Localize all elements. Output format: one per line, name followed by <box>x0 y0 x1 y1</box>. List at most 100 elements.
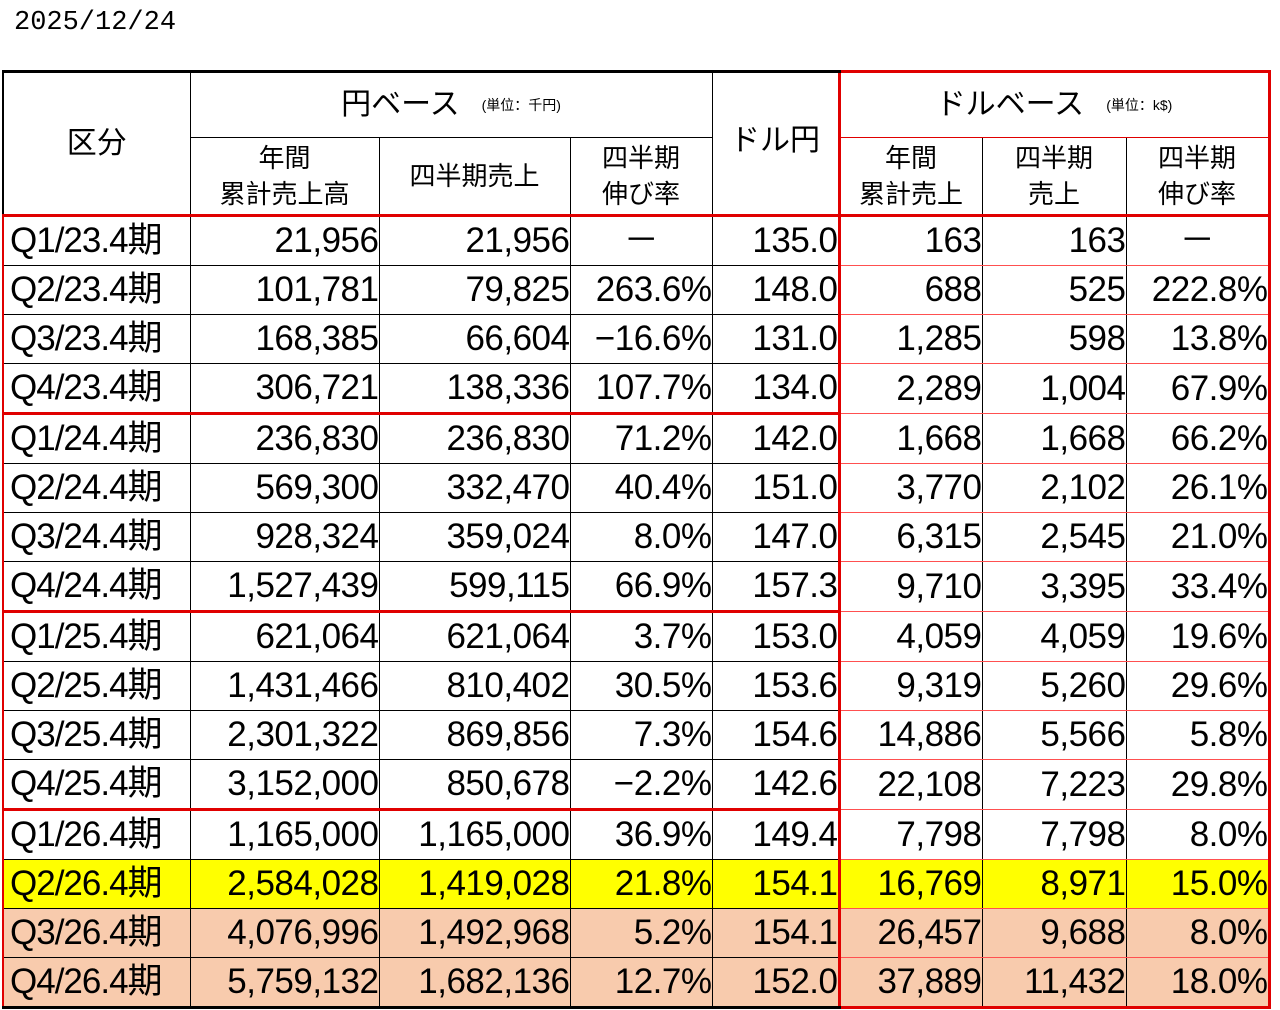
usd-jpy-rate: 142.6 <box>711 759 840 810</box>
yen-base-title: 円ベース <box>341 88 460 121</box>
yen-quarterly-growth: 40.4% <box>569 463 713 513</box>
period-label: Q2/26.4期 <box>2 859 191 909</box>
usd-cumulative-sales: 2,289 <box>837 363 983 414</box>
yen-quarterly-growth: － <box>569 215 713 266</box>
yen-cumulative-sales: 101,781 <box>189 265 380 315</box>
yen-cumulative-sales: 1,431,466 <box>189 661 380 711</box>
yen-quarterly-growth: 3.7% <box>569 610 713 662</box>
yen-quarterly-sales: 869,856 <box>378 710 571 760</box>
period-label: Q4/25.4期 <box>2 759 191 810</box>
table-row: Q3/23.4期 168,385 66,604 −16.6% 131.0 1,2… <box>2 314 1271 364</box>
period-label: Q4/24.4期 <box>2 561 191 612</box>
yen-cumulative-sales: 2,301,322 <box>189 710 380 760</box>
yen-quarterly-growth: 7.3% <box>569 710 713 760</box>
yen-quarterly-growth: 66.9% <box>569 561 713 612</box>
header-yen-quarterly: 四半期売上 <box>378 137 571 217</box>
usd-quarterly-sales: 2,102 <box>981 463 1127 513</box>
usd-cumulative-sales: 1,668 <box>837 413 983 464</box>
usd-jpy-rate: 154.6 <box>711 710 840 760</box>
usd-cumulative-sales: 1,285 <box>837 314 983 364</box>
yen-cumulative-sales: 5,759,132 <box>189 957 380 1009</box>
usd-jpy-rate: 157.3 <box>711 561 840 612</box>
usd-cumulative-sales: 16,769 <box>837 859 983 909</box>
yen-cumulative-sales: 3,152,000 <box>189 759 380 810</box>
usd-jpy-rate: 154.1 <box>711 908 840 958</box>
header-kubun: 区分 <box>2 70 191 217</box>
table-row: Q4/23.4期 306,721 138,336 107.7% 134.0 2,… <box>2 363 1271 414</box>
period-label: Q1/25.4期 <box>2 610 191 662</box>
usd-quarterly-growth: 19.6% <box>1125 611 1271 662</box>
yen-quarterly-growth: 12.7% <box>569 957 713 1009</box>
table-row: Q4/24.4期 1,527,439 599,115 66.9% 157.3 9… <box>2 561 1271 612</box>
period-label: Q2/23.4期 <box>2 265 191 315</box>
usd-cumulative-sales: 26,457 <box>837 908 983 958</box>
yen-cumulative-sales: 621,064 <box>189 610 380 662</box>
usd-quarterly-growth: 8.0% <box>1125 809 1271 860</box>
yen-quarterly-growth: 107.7% <box>569 363 713 414</box>
usd-quarterly-sales: 1,004 <box>981 363 1127 414</box>
usd-jpy-rate: 153.6 <box>711 661 840 711</box>
period-label: Q3/26.4期 <box>2 908 191 958</box>
usd-jpy-rate: 148.0 <box>711 265 840 315</box>
yen-quarterly-growth: 5.2% <box>569 908 713 958</box>
usd-quarterly-sales: 598 <box>981 314 1127 364</box>
usd-quarterly-growth: 67.9% <box>1125 363 1271 414</box>
period-label: Q4/26.4期 <box>2 957 191 1009</box>
usd-cumulative-sales: 163 <box>837 215 983 266</box>
header-dollar-yen: ドル円 <box>711 70 840 217</box>
table-row: Q1/26.4期 1,165,000 1,165,000 36.9% 149.4… <box>2 808 1271 860</box>
usd-quarterly-growth: 13.8% <box>1125 314 1271 364</box>
yen-quarterly-sales: 1,492,968 <box>378 908 571 958</box>
period-label: Q2/25.4期 <box>2 661 191 711</box>
usd-cumulative-sales: 4,059 <box>837 611 983 662</box>
yen-cumulative-sales: 21,956 <box>189 215 380 266</box>
header-yen-cumulative: 年間 累計売上高 <box>189 137 380 217</box>
table-row: Q3/26.4期 4,076,996 1,492,968 5.2% 154.1 … <box>2 908 1271 958</box>
yen-cumulative-sales: 1,165,000 <box>189 808 380 860</box>
period-label: Q3/25.4期 <box>2 710 191 760</box>
header-usd-quarterly: 四半期 売上 <box>981 137 1127 217</box>
usd-quarterly-sales: 7,223 <box>981 759 1127 810</box>
usd-quarterly-growth: 8.0% <box>1125 908 1271 958</box>
dollar-base-title: ドルベース <box>935 88 1085 121</box>
usd-quarterly-growth: 21.0% <box>1125 512 1271 562</box>
usd-jpy-rate: 135.0 <box>711 215 840 266</box>
usd-quarterly-sales: 11,432 <box>981 957 1127 1009</box>
period-label: Q3/23.4期 <box>2 314 191 364</box>
usd-cumulative-sales: 37,889 <box>837 957 983 1009</box>
usd-quarterly-growth: 66.2% <box>1125 413 1271 464</box>
period-label: Q4/23.4期 <box>2 363 191 414</box>
yen-cumulative-sales: 306,721 <box>189 363 380 414</box>
usd-cumulative-sales: 14,886 <box>837 710 983 760</box>
yen-cumulative-sales: 928,324 <box>189 512 380 562</box>
usd-quarterly-growth: 5.8% <box>1125 710 1271 760</box>
yen-quarterly-sales: 21,956 <box>378 215 571 266</box>
yen-quarterly-growth: −16.6% <box>569 314 713 364</box>
usd-cumulative-sales: 3,770 <box>837 463 983 513</box>
yen-cumulative-sales: 4,076,996 <box>189 908 380 958</box>
dollar-unit-note: (単位：k$) <box>1106 97 1173 113</box>
period-label: Q1/23.4期 <box>2 215 191 266</box>
header-usd-growth: 四半期 伸び率 <box>1125 137 1271 217</box>
yen-cumulative-sales: 168,385 <box>189 314 380 364</box>
usd-quarterly-sales: 9,688 <box>981 908 1127 958</box>
period-label: Q1/24.4期 <box>2 412 191 464</box>
yen-quarterly-sales: 621,064 <box>378 610 571 662</box>
yen-quarterly-sales: 66,604 <box>378 314 571 364</box>
yen-quarterly-sales: 1,682,136 <box>378 957 571 1009</box>
table-body: Q1/23.4期 21,956 21,956 － 135.0 163 163 －… <box>2 215 1271 1009</box>
yen-quarterly-sales: 850,678 <box>378 759 571 810</box>
usd-cumulative-sales: 9,319 <box>837 661 983 711</box>
header-yen-growth: 四半期 伸び率 <box>569 137 713 217</box>
table-row: Q2/23.4期 101,781 79,825 263.6% 148.0 688… <box>2 265 1271 315</box>
yen-quarterly-sales: 236,830 <box>378 412 571 464</box>
yen-quarterly-sales: 599,115 <box>378 561 571 612</box>
yen-quarterly-growth: 36.9% <box>569 808 713 860</box>
usd-quarterly-sales: 2,545 <box>981 512 1127 562</box>
usd-jpy-rate: 151.0 <box>711 463 840 513</box>
usd-quarterly-sales: 5,566 <box>981 710 1127 760</box>
table-row: Q1/23.4期 21,956 21,956 － 135.0 163 163 － <box>2 215 1271 266</box>
yen-unit-note: (単位：千円) <box>481 97 561 113</box>
table-row: Q3/24.4期 928,324 359,024 8.0% 147.0 6,31… <box>2 512 1271 562</box>
usd-jpy-rate: 153.0 <box>711 610 840 662</box>
